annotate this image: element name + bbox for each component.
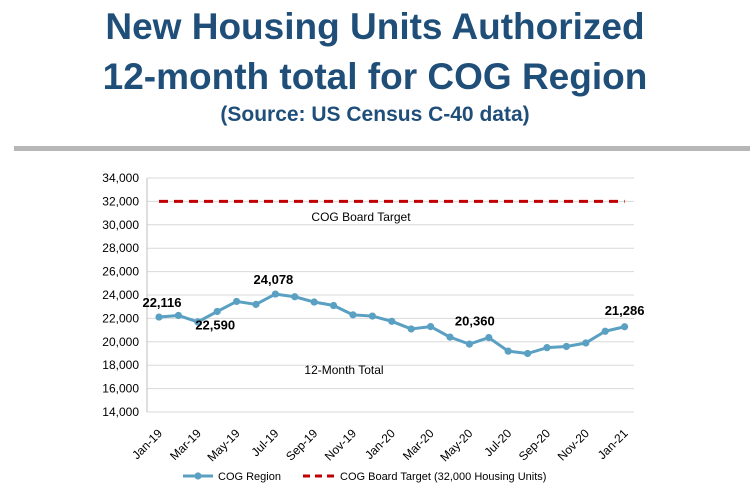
y-tick-label: 34,000 xyxy=(102,171,139,185)
y-tick-label: 28,000 xyxy=(102,241,139,255)
chart-title-line-2: 12-month total for COG Region xyxy=(102,56,648,97)
x-tick-label: Mar-19 xyxy=(167,426,204,463)
data-point xyxy=(465,340,473,348)
data-point xyxy=(601,327,609,335)
data-point xyxy=(155,313,163,321)
x-tick-label: Sep-19 xyxy=(283,426,320,463)
source-subtitle: (Source: US Census C-40 data) xyxy=(220,103,530,126)
data-point xyxy=(194,318,202,326)
y-axis: 14,000 16,000 18,000 20,000 22,000 24,000 26,0… xyxy=(102,171,148,419)
legend-label-target: COG Board Target (32,000 Housing Units) xyxy=(340,471,546,483)
data-point xyxy=(349,311,357,319)
data-point xyxy=(271,290,279,298)
data-point xyxy=(407,325,415,333)
y-tick-label: 26,000 xyxy=(102,265,139,279)
x-tick-label: Jan-19 xyxy=(129,426,165,462)
cog-region-series xyxy=(155,290,629,358)
y-tick-label: 16,000 xyxy=(102,382,139,396)
legend-marker-cog-region xyxy=(194,472,202,480)
data-point xyxy=(388,317,396,325)
data-label: 22,116 xyxy=(142,295,181,310)
y-tick-label: 22,000 xyxy=(102,311,139,325)
legend-label-cog-region: COG Region xyxy=(218,471,281,483)
x-tick-label: May-20 xyxy=(437,426,475,464)
series-annotation: 12-Month Total xyxy=(304,363,383,377)
x-axis: Jan-19 Mar-19 May-19 Jul-19 Sep-19 Nov-19 Jan-… xyxy=(129,426,631,464)
data-label: 24,078 xyxy=(254,272,294,287)
x-tick-label: Sep-20 xyxy=(516,426,553,463)
y-tick-label: 18,000 xyxy=(102,358,139,372)
data-point xyxy=(427,322,435,331)
y-tick-label: 32,000 xyxy=(102,194,139,208)
data-label: 21,286 xyxy=(605,303,645,318)
chart-title-line-1: New Housing Units Authorized xyxy=(105,6,645,47)
data-point xyxy=(504,347,512,355)
data-point xyxy=(368,312,376,320)
data-point xyxy=(310,298,318,306)
x-tick-label: Jan-20 xyxy=(362,426,398,462)
data-point xyxy=(562,342,571,351)
y-tick-label: 30,000 xyxy=(102,218,139,232)
x-tick-label: May-19 xyxy=(205,426,243,464)
data-label: 22,590 xyxy=(195,317,235,332)
x-tick-label: Nov-20 xyxy=(555,426,592,463)
data-point xyxy=(291,293,299,301)
data-labels: 22,116 22,590 24,078 20,360 21,286 xyxy=(142,272,644,332)
data-point xyxy=(524,349,532,358)
x-tick-label: Jul-20 xyxy=(481,426,514,459)
data-point xyxy=(330,301,338,310)
data-point xyxy=(233,297,241,306)
x-tick-label: Jul-19 xyxy=(249,426,282,459)
data-point xyxy=(213,307,221,316)
y-tick-label: 24,000 xyxy=(102,288,139,302)
y-tick-label: 20,000 xyxy=(102,335,139,349)
header-divider xyxy=(14,146,750,151)
legend: COG Region COG Board Target (32,000 Housi… xyxy=(183,471,546,483)
x-tick-label: Jan-21 xyxy=(595,426,631,462)
annotations: COG Board Target 12-Month Total xyxy=(304,210,411,377)
x-tick-label: Mar-20 xyxy=(400,426,437,463)
target-annotation: COG Board Target xyxy=(311,210,411,224)
data-point xyxy=(174,311,182,320)
data-point xyxy=(543,344,551,352)
data-point xyxy=(621,323,629,331)
data-point xyxy=(582,339,590,347)
data-label: 20,360 xyxy=(455,314,495,329)
data-point xyxy=(252,300,260,308)
x-tick-label: Nov-19 xyxy=(322,426,359,463)
data-point xyxy=(446,333,454,341)
data-point xyxy=(485,333,493,342)
y-tick-label: 14,000 xyxy=(102,405,139,419)
